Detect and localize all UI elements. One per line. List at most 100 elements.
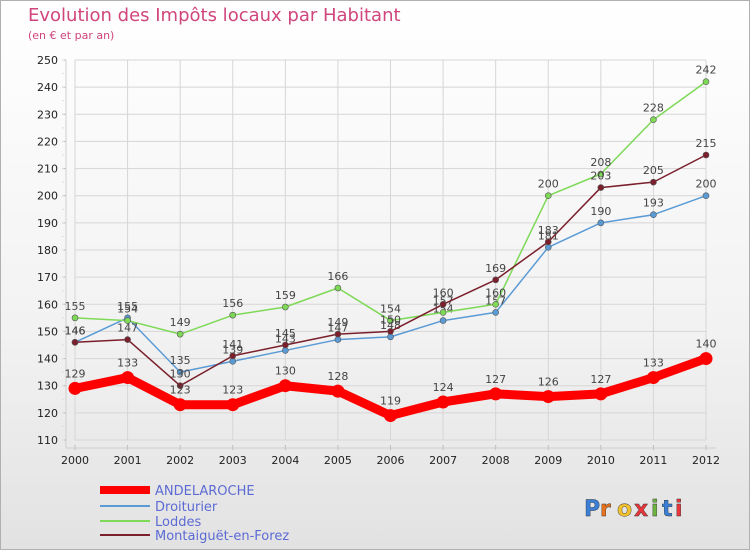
data-label: 123 — [222, 384, 243, 397]
data-label: 140 — [696, 338, 717, 351]
data-point — [176, 330, 184, 338]
data-point — [541, 390, 555, 404]
data-label: 159 — [275, 289, 296, 302]
data-point — [384, 409, 397, 423]
data-point — [702, 151, 710, 159]
data-point — [702, 192, 710, 200]
data-label: 160 — [485, 286, 506, 299]
y-tick-label: 230 — [37, 108, 58, 121]
data-point — [229, 357, 237, 365]
brand-letter: P — [584, 497, 600, 522]
series-andelaroche: 129 133 123 123 130 128 119 124 127 126 127 133 140 — [65, 338, 717, 423]
legend-label: Montaiguët-en-Forez — [155, 529, 289, 544]
data-label: 123 — [170, 384, 191, 397]
data-label: 190 — [590, 205, 611, 218]
data-point — [226, 398, 240, 412]
y-tick-label: 200 — [37, 190, 58, 203]
data-label: 154 — [117, 303, 138, 316]
data-label: 126 — [538, 376, 559, 389]
x-tick-label: 2008 — [482, 454, 510, 467]
data-label: 139 — [222, 343, 243, 356]
x-tick-label: 2006 — [377, 454, 405, 467]
x-tick-label: 2011 — [639, 454, 667, 467]
data-label: 208 — [590, 156, 611, 169]
data-point — [492, 300, 499, 308]
data-label: 149 — [170, 316, 191, 329]
legend-label: Droiturier — [155, 500, 218, 515]
x-tick-label: 2000 — [61, 454, 89, 467]
data-point — [702, 78, 710, 86]
legend-label: Loddes — [155, 515, 201, 530]
data-point — [229, 311, 237, 319]
brand-letter: x — [634, 497, 648, 522]
x-tick-label: 2005 — [324, 454, 352, 467]
chart-title: Evolution des Impôts locaux par Habitant — [28, 5, 401, 26]
data-label: 205 — [643, 164, 664, 177]
data-point — [492, 309, 499, 316]
data-label: 146 — [65, 324, 86, 337]
x-tick-label: 2001 — [114, 454, 142, 467]
y-tick-label: 120 — [37, 407, 58, 420]
data-point — [650, 211, 657, 219]
x-tick-label: 2004 — [271, 454, 299, 467]
data-label: 242 — [696, 64, 717, 77]
y-tick-label: 220 — [37, 135, 58, 148]
data-point — [439, 309, 447, 316]
data-point — [282, 341, 289, 349]
data-label: 183 — [538, 224, 559, 237]
y-tick-label: 160 — [37, 298, 58, 311]
data-point — [594, 387, 608, 401]
data-point — [334, 284, 342, 292]
data-point — [71, 338, 79, 346]
y-tick-label: 140 — [37, 353, 58, 366]
data-point — [124, 317, 131, 324]
data-point — [597, 170, 605, 178]
y-tick-label: 210 — [37, 163, 58, 176]
data-point — [597, 184, 605, 191]
data-point — [544, 243, 552, 251]
data-label: 181 — [538, 229, 559, 242]
data-label: 133 — [643, 357, 664, 370]
data-label: 157 — [485, 294, 506, 307]
x-tick-label: 2012 — [692, 454, 720, 467]
data-point — [650, 178, 657, 186]
data-point — [544, 192, 552, 200]
x-tick-label: 2007 — [429, 454, 457, 467]
data-point — [489, 387, 503, 401]
data-label: 130 — [275, 365, 296, 378]
data-label: 155 — [117, 300, 138, 313]
data-point — [176, 382, 184, 390]
brand-letter: o — [617, 497, 632, 522]
data-label: 200 — [696, 178, 717, 191]
data-point — [387, 333, 394, 341]
data-label: 149 — [327, 316, 348, 329]
data-point — [124, 336, 131, 343]
data-point — [492, 276, 499, 284]
data-label: 193 — [643, 197, 664, 210]
y-tick-label: 150 — [37, 325, 58, 338]
data-point — [650, 116, 657, 124]
data-label: 128 — [327, 370, 348, 383]
data-label: 145 — [275, 327, 296, 340]
y-tick-label: 240 — [37, 81, 58, 94]
y-tick-label: 170 — [37, 271, 58, 284]
data-point — [282, 303, 289, 311]
x-tick-label: 2003 — [219, 454, 247, 467]
data-label: 166 — [327, 270, 348, 283]
x-tick-label: 2002 — [166, 454, 194, 467]
legend: ANDELAROCHEDroiturierLoddesMontaiguët-en… — [100, 484, 289, 544]
data-label: 203 — [590, 170, 611, 183]
data-label: 169 — [485, 262, 506, 275]
brand-letter: i — [651, 497, 659, 522]
data-point — [278, 379, 292, 393]
brand-letter: i — [675, 497, 683, 522]
data-label: 133 — [117, 357, 138, 370]
data-point — [387, 328, 394, 335]
data-label: 154 — [380, 303, 401, 316]
data-point — [173, 398, 187, 412]
data-point — [68, 381, 82, 395]
data-point — [334, 336, 342, 343]
data-point — [436, 395, 450, 409]
